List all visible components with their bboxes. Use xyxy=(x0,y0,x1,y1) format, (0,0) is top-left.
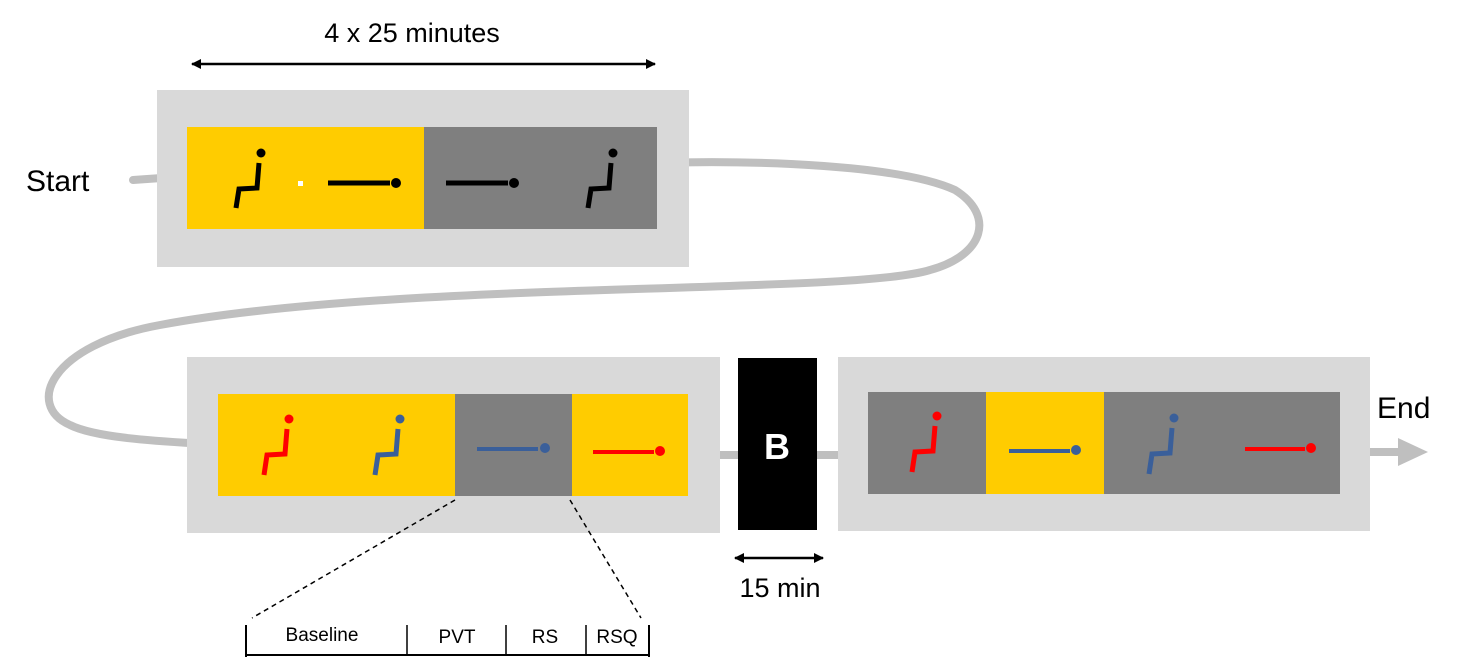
seated-icon xyxy=(372,414,405,476)
timeline-section-pvt: PVT xyxy=(439,627,476,648)
block-2-segment-yellow-a xyxy=(218,394,455,496)
block-3-segment-gray-b xyxy=(1104,392,1340,494)
break-label: B xyxy=(764,426,790,467)
block-3-segment-yellow xyxy=(986,392,1104,494)
seated-icon xyxy=(585,148,618,209)
block-1-segment-yellow xyxy=(187,127,424,229)
seated-icon xyxy=(1146,413,1179,475)
duration-top-label: 4 x 25 minutes xyxy=(324,18,500,48)
supine-icon xyxy=(593,446,665,456)
supine-icon xyxy=(446,178,519,188)
end-label: End xyxy=(1377,392,1430,425)
start-label: Start xyxy=(26,165,90,198)
block-1-segment-gray xyxy=(424,127,657,229)
block-3-segment-gray-a xyxy=(868,392,986,494)
break-block xyxy=(738,358,817,530)
supine-icon xyxy=(1009,445,1081,455)
zoom-line-left xyxy=(251,499,456,619)
block-2-segment-yellow-b xyxy=(572,394,688,496)
supine-icon xyxy=(328,178,401,188)
seated-icon xyxy=(909,411,942,473)
end-arrowhead xyxy=(1398,438,1428,466)
timeline-section-baseline: Baseline xyxy=(286,625,359,646)
break-duration-label: 15 min xyxy=(739,573,820,603)
timeline-section-rs: RS xyxy=(532,627,558,648)
seated-icon xyxy=(261,414,294,476)
block-2-segment-gray xyxy=(455,394,572,496)
supine-icon xyxy=(477,443,550,453)
timeline-section-rsq: RSQ xyxy=(596,627,637,648)
seated-icon xyxy=(233,148,266,209)
supine-icon xyxy=(1245,443,1316,453)
timeline xyxy=(245,625,650,657)
marker-dot xyxy=(298,181,303,186)
zoom-line-right xyxy=(569,499,642,619)
